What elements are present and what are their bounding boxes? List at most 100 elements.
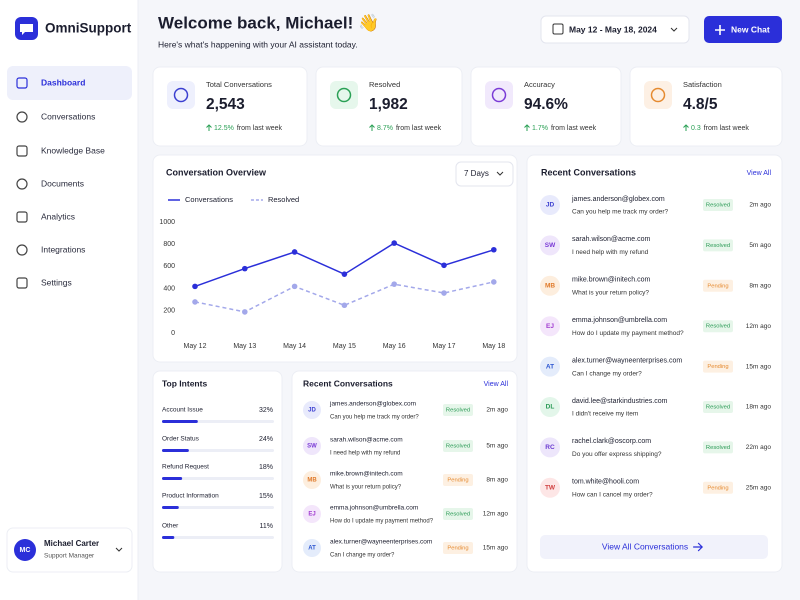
- conversation-message: Can you help me track my order?: [572, 209, 668, 216]
- conversation-time: 18m ago: [746, 404, 772, 411]
- nav-icon: [16, 211, 28, 223]
- conversation-message: Do you offer express shipping?: [572, 451, 662, 458]
- intent-bar: [162, 536, 175, 539]
- data-point: [441, 290, 447, 296]
- intent-track: [162, 536, 274, 539]
- x-tick-label: May 15: [333, 343, 356, 350]
- stat-label: Accuracy: [524, 80, 555, 89]
- avatar: [303, 401, 321, 419]
- avatar: [540, 316, 560, 337]
- page-subtitle: Here's what's happening with your AI ass…: [158, 39, 358, 49]
- intent-value: 15%: [259, 493, 273, 500]
- avatar-initials: MB: [545, 283, 555, 290]
- nav-item: Knowledge Base: [41, 145, 105, 155]
- y-tick-label: 200: [163, 308, 175, 315]
- avatar: [303, 471, 321, 489]
- status-label: Resolved: [706, 324, 730, 330]
- avatar-initials: SW: [545, 242, 556, 249]
- stat-value: 94.6%: [524, 96, 568, 113]
- conversation-message: How do I update my payment method?: [572, 330, 684, 337]
- conversation-time: 15m ago: [746, 363, 772, 370]
- x-tick-label: May 16: [383, 343, 406, 350]
- conversation-message: What is your return policy?: [330, 485, 402, 491]
- x-tick-label: May 17: [433, 343, 456, 350]
- intent-name: Order Status: [162, 436, 200, 443]
- view-all-link: View All: [484, 381, 509, 388]
- conversation-email: rachel.clark@oscorp.com: [572, 438, 651, 445]
- conversation-time: 2m ago: [486, 407, 508, 414]
- intents-title: Top Intents: [162, 378, 207, 388]
- avatar: [303, 437, 321, 455]
- view-all-button[interactable]: [540, 535, 768, 559]
- chevron: [496, 171, 504, 176]
- intent-bar: [162, 449, 189, 452]
- status-badge: [443, 474, 473, 486]
- y-tick-label: 1000: [159, 219, 175, 226]
- new-chat-button[interactable]: [704, 16, 782, 43]
- avatar: [540, 275, 560, 296]
- stat-icon-bg: [644, 81, 672, 109]
- intent-name: Refund Request: [162, 464, 209, 471]
- intent-name: Product Information: [162, 493, 219, 500]
- nav-item: Documents: [41, 178, 84, 188]
- brand-name: OmniSupport: [45, 21, 132, 36]
- status-label: Pending: [447, 478, 468, 484]
- data-point: [242, 265, 248, 272]
- user-role: Support Manager: [44, 553, 95, 560]
- user-card[interactable]: [6, 527, 133, 573]
- y-tick-label: 0: [171, 330, 175, 337]
- intent-bar: [162, 420, 198, 423]
- intent-value: 24%: [259, 436, 273, 443]
- date-range: May 12 - May 18, 2024: [569, 24, 657, 34]
- x-tick-label: May 14: [283, 343, 306, 350]
- user-initials: MC: [20, 547, 31, 554]
- conversation-time: 15m ago: [483, 545, 509, 552]
- data-point: [242, 309, 248, 315]
- conversation-message: Can you help me track my order?: [330, 415, 419, 421]
- stat-icon: [336, 87, 352, 103]
- stat-note: from last week: [551, 125, 597, 132]
- status-label: Pending: [707, 283, 728, 289]
- status-badge: [443, 440, 473, 452]
- stat-note: from last week: [237, 125, 283, 132]
- conversation-email: james.anderson@globex.com: [329, 401, 416, 408]
- stat-change: 0.3: [691, 125, 701, 132]
- stat-note: from last week: [396, 125, 442, 132]
- intent-track: [162, 506, 274, 509]
- data-point: [291, 283, 298, 290]
- data-point: [192, 299, 198, 305]
- stat-icon-bg: [330, 81, 358, 109]
- conversation-time: 8m ago: [749, 283, 771, 290]
- conversation-message: Can I change my order?: [572, 370, 642, 377]
- recent-title: Recent Conversations: [541, 167, 636, 177]
- nav-icon: [16, 244, 28, 256]
- view-all-link: View All: [747, 170, 772, 177]
- stat-change: 1.7%: [532, 125, 548, 132]
- avatar: [540, 235, 560, 256]
- nav-active-bg: [7, 66, 132, 100]
- avatar: [540, 356, 560, 377]
- data-point: [341, 271, 348, 277]
- conversation-email: david.lee@starkindustries.com: [572, 398, 668, 405]
- user-name: Michael Carter: [44, 539, 99, 548]
- stat-icon-bg: [485, 81, 513, 109]
- stat-icon: [491, 87, 507, 103]
- intent-track: [162, 449, 274, 452]
- status-label: Resolved: [446, 408, 470, 414]
- conversation-email: sarah.wilson@acme.com: [572, 236, 650, 243]
- avatar: [540, 195, 560, 215]
- intent-bar: [162, 506, 179, 509]
- intents-card: [152, 370, 283, 573]
- date-picker[interactable]: [540, 15, 690, 44]
- stat-change: 8.7%: [377, 125, 393, 132]
- status-badge: [703, 481, 733, 494]
- status-badge: [443, 542, 473, 554]
- status-label: Resolved: [706, 243, 730, 249]
- up-arrow: [683, 124, 689, 131]
- conversation-message: I need help with my refund: [572, 249, 649, 256]
- range-selector[interactable]: [455, 161, 514, 187]
- avatar: [540, 477, 560, 498]
- avatar: [540, 397, 560, 417]
